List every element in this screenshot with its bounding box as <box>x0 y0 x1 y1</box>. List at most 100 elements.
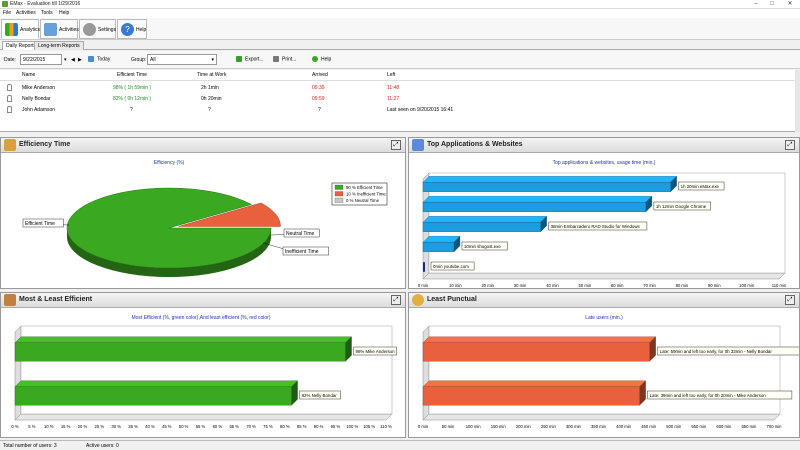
x-tick-label: 40 min <box>546 283 559 288</box>
row-efficient: ? <box>130 107 133 113</box>
slice-label: Neutral Time <box>286 231 315 237</box>
user-icon <box>7 84 12 91</box>
calendar-icon <box>88 56 94 62</box>
x-tick-label: 30 % <box>111 424 121 429</box>
row-work: 2h 1min <box>201 85 219 91</box>
row-work: ? <box>208 107 211 113</box>
help-button[interactable]: ? Help <box>117 19 147 39</box>
col-arrived[interactable]: Arrived <box>312 72 328 78</box>
data-label-box <box>430 261 475 271</box>
settings-button[interactable]: Settings <box>79 19 116 39</box>
printer-icon <box>273 56 279 62</box>
most-least-panel: Most & Least Efficient ⤢ Most Efficient … <box>0 292 406 438</box>
menu-tools[interactable]: Tools <box>41 10 53 16</box>
data-label: 82% Nelly Bondar <box>302 393 338 398</box>
data-label: 10min shogost.exe <box>464 244 501 249</box>
export-button[interactable]: Export... <box>236 56 264 62</box>
users-table: Name Efficient Time Time at Work Arrived… <box>0 70 800 132</box>
prev-day-icon[interactable]: ◀ <box>71 57 75 63</box>
table-row[interactable]: John Adamson ? ? ? Last seen on 9/20/201… <box>0 104 800 115</box>
efficiency-chart-area: Efficiency (%) Efficient Time Neutral Time… <box>1 153 405 288</box>
menu-help[interactable]: Help <box>59 10 70 16</box>
maximize-panel-icon[interactable]: ⤢ <box>785 140 795 150</box>
least-punctual-chart-area: Late users (min.) 0 min 50 min 100 min 150 m… <box>409 308 800 437</box>
print-label: Print... <box>282 56 297 63</box>
maximize-panel-icon[interactable]: ⤢ <box>391 295 401 305</box>
settings-label: Settings <box>98 27 117 33</box>
maximize-panel-icon[interactable]: ⤢ <box>785 295 795 305</box>
bar <box>422 386 640 406</box>
x-tick-label: 500 min <box>666 424 682 429</box>
chart-title: Top applications & websites, usage time … <box>553 160 656 166</box>
date-value: 9/22/2015 <box>23 57 46 63</box>
analytics-button[interactable]: Analytics <box>1 19 41 39</box>
x-tick-label: 70 min <box>643 283 656 288</box>
x-tick-label: 0 min <box>418 424 429 429</box>
clock-icon <box>412 294 424 306</box>
legend-swatch <box>334 184 344 190</box>
data-label: Late: 39min and left too early, for 0h 2… <box>650 393 767 398</box>
data-label-box <box>678 181 725 191</box>
col-time-at-work[interactable]: Time at Work <box>197 72 227 78</box>
help-label: Help <box>136 27 147 33</box>
x-tick-label: 110 min <box>772 283 787 288</box>
minimize-button[interactable]: – <box>754 1 758 7</box>
print-button[interactable]: Print... <box>273 56 296 62</box>
top-apps-panel-title: Top Applications & Websites <box>427 141 523 148</box>
today-button[interactable]: Today <box>88 56 110 62</box>
col-name[interactable]: Name <box>22 72 36 78</box>
x-tick-label: 80 min <box>676 283 689 288</box>
slice-label: Inefficient Time <box>285 249 319 255</box>
data-label-box <box>653 201 711 211</box>
x-tick-label: 600 min <box>716 424 732 429</box>
calendar-dropdown-icon[interactable]: ▾ <box>64 57 67 63</box>
help-icon <box>312 56 318 62</box>
x-tick-label: 10 % <box>44 424 54 429</box>
x-tick-label: 100 % <box>346 424 358 429</box>
row-efficient: 98% ( 1h 59min ) <box>113 85 152 91</box>
col-left[interactable]: Left <box>387 72 396 78</box>
most-least-bar-chart: Most Efficient (%, green color),And leas… <box>11 315 397 429</box>
row-work: 0h 20min <box>201 96 222 102</box>
date-field[interactable]: 9/22/2015 <box>20 54 62 65</box>
col-efficient-time[interactable]: Efficient Time <box>117 72 147 78</box>
x-tick-label: 20 min <box>481 283 494 288</box>
maximize-panel-icon[interactable]: ⤢ <box>391 140 401 150</box>
analytics-label: Analytics <box>20 27 41 33</box>
row-arrived: 09:59 <box>312 96 325 102</box>
x-tick-label: 0 min <box>418 283 429 288</box>
main-toolbar: Analytics Activities Settings ? Help <box>0 18 800 40</box>
efficiency-icon <box>4 139 16 151</box>
efficiency-pie-chart: Efficiency (%) Efficient Time Neutral Time… <box>22 160 388 277</box>
menu-file[interactable]: File <box>3 10 12 16</box>
table-row[interactable]: Nelly Bondar 82% ( 0h 12min ) 0h 20min 0… <box>0 93 800 104</box>
data-label: 1h 12min Google Chrome <box>656 204 707 209</box>
close-button[interactable]: ✕ <box>787 1 793 7</box>
table-row[interactable]: Mike Anderson 98% ( 1h 59min ) 2h 1min 0… <box>0 82 800 93</box>
least-punctual-bar-chart: Late users (min.) 0 min 50 min 100 min 150 m… <box>418 315 800 429</box>
table-scrollbar[interactable] <box>795 70 800 132</box>
row-name: Nelly Bondar <box>22 96 51 102</box>
callout-box <box>283 228 320 238</box>
window-icon <box>412 139 424 151</box>
menu-activities[interactable]: Activities <box>16 10 36 16</box>
most-least-panel-header: Most & Least Efficient ⤢ <box>1 293 405 308</box>
bar-chart-icon <box>5 23 18 36</box>
group-select[interactable]: All ▾ <box>147 54 217 65</box>
x-tick-label: 95 % <box>331 424 341 429</box>
callout-box <box>282 246 329 256</box>
row-arrived: ? <box>318 107 321 113</box>
x-tick-label: 60 % <box>213 424 223 429</box>
x-tick-label: 550 min <box>691 424 707 429</box>
bar <box>422 202 647 212</box>
bar <box>423 262 425 272</box>
maximize-button[interactable]: □ <box>770 1 774 7</box>
tab-long-term-reports[interactable]: Long-term Reports <box>34 41 84 50</box>
next-day-icon[interactable]: ▶ <box>78 57 82 63</box>
x-tick-label: 90 min <box>708 283 721 288</box>
activities-button[interactable]: Activities <box>40 19 79 39</box>
bar <box>14 342 346 362</box>
top-apps-bar-chart: Top applications & websites, usage time … <box>418 160 787 288</box>
filter-help-button[interactable]: Help <box>312 56 331 62</box>
x-tick-label: 35 % <box>128 424 138 429</box>
